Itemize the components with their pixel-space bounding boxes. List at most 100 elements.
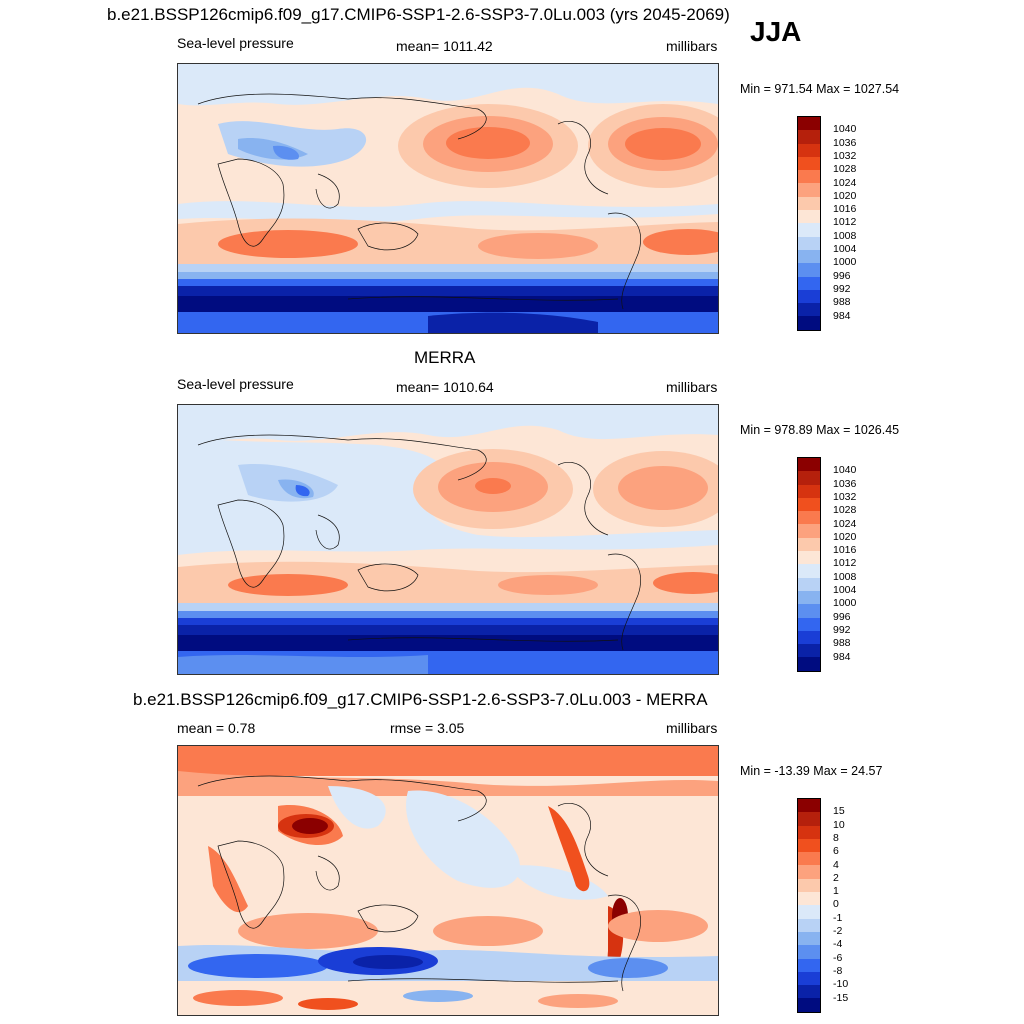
colorbar-swatch <box>798 458 820 472</box>
colorbar-swatch <box>798 878 820 893</box>
colorbar-tick-label: -1 <box>833 911 843 924</box>
colorbar-swatch <box>798 117 820 131</box>
colorbar-swatch <box>798 484 820 498</box>
panel-model-colorbar <box>797 116 821 331</box>
colorbar-swatch <box>798 303 820 317</box>
colorbar-tick-label: 1000 <box>833 256 857 269</box>
colorbar-tick-label: 1032 <box>833 149 857 162</box>
colorbar-tick-label: 1032 <box>833 490 857 503</box>
colorbar-tick-label: 0 <box>833 898 839 911</box>
colorbar-tick-label: 992 <box>833 623 851 636</box>
colorbar-tick-label: 1008 <box>833 229 857 242</box>
panel-obs-variable: Sea-level pressure <box>177 376 294 392</box>
colorbar-swatch <box>798 630 820 645</box>
colorbar-swatch <box>798 471 820 485</box>
colorbar-swatch <box>798 223 820 237</box>
colorbar-swatch <box>798 905 820 919</box>
colorbar-tick-label: 1004 <box>833 243 857 255</box>
panel-diff-colorbar <box>797 798 821 1013</box>
colorbar-swatch <box>798 564 820 578</box>
panel-model-map <box>177 63 719 334</box>
colorbar-swatch <box>798 825 820 839</box>
colorbar-swatch <box>798 838 820 853</box>
colorbar-tick-label: 984 <box>833 309 851 322</box>
colorbar-swatch <box>798 931 820 946</box>
colorbar-tick-label: 10 <box>833 818 845 831</box>
colorbar-swatch <box>798 210 820 224</box>
colorbar-swatch <box>798 551 820 565</box>
panel-obs-map <box>177 404 719 675</box>
colorbar-swatch <box>798 958 820 972</box>
colorbar-swatch <box>798 156 820 171</box>
colorbar-tick-label: 1036 <box>833 136 857 149</box>
colorbar-tick-label: -6 <box>833 951 843 964</box>
panel-model-minmax: Min = 971.54 Max = 1027.54 <box>740 82 900 96</box>
colorbar-swatch <box>798 644 820 658</box>
colorbar-tick-label: -2 <box>833 925 843 937</box>
colorbar-swatch <box>798 945 820 959</box>
panel-model-colorbar-box <box>797 116 821 331</box>
panel-obs-mean: mean= 1010.64 <box>396 379 494 395</box>
panel-diff-map <box>177 745 719 1016</box>
colorbar-swatch <box>798 276 820 290</box>
colorbar-swatch <box>798 799 820 813</box>
panel-obs-title: MERRA <box>414 348 476 367</box>
colorbar-tick-label: 1028 <box>833 163 857 176</box>
colorbar-tick-label: -8 <box>833 964 843 977</box>
colorbar-tick-label: 992 <box>833 282 851 295</box>
colorbar-swatch <box>798 852 820 866</box>
colorbar-swatch <box>798 130 820 144</box>
colorbar-tick-label: 1036 <box>833 477 857 490</box>
colorbar-swatch <box>798 511 820 525</box>
colorbar-tick-label: 1012 <box>833 557 857 570</box>
colorbar-tick-label: 1000 <box>833 597 857 610</box>
colorbar-tick-label: -4 <box>833 938 843 951</box>
colorbar-swatch <box>798 170 820 184</box>
colorbar-tick-label: 1020 <box>833 189 857 202</box>
colorbar-tick-label: 1020 <box>833 530 857 543</box>
colorbar-tick-label: 1016 <box>833 544 857 557</box>
colorbar-tick-label: -10 <box>833 978 849 991</box>
colorbar-swatch <box>798 918 820 932</box>
colorbar-swatch <box>798 577 820 591</box>
panel-obs-colorbar <box>797 457 821 672</box>
colorbar-swatch <box>798 812 820 826</box>
colorbar-tick-label: 15 <box>833 805 845 818</box>
colorbar-swatch <box>798 497 820 512</box>
figure-title: b.e21.BSSP126cmip6.f09_g17.CMIP6-SSP1-2.… <box>107 5 730 24</box>
panel-obs-units: millibars <box>666 379 718 395</box>
panel-diff-minmax: Min = -13.39 Max = 24.57 <box>740 764 883 778</box>
colorbar-swatch <box>798 998 820 1012</box>
colorbar-swatch <box>798 316 820 330</box>
colorbar-swatch <box>798 183 820 197</box>
colorbar-swatch <box>798 892 820 906</box>
panel-diff-rmse: rmse = 3.05 <box>390 720 465 736</box>
colorbar-tick-label: 8 <box>833 831 839 844</box>
colorbar-tick-label: 996 <box>833 269 851 282</box>
panel-model-mean: mean= 1011.42 <box>396 38 493 54</box>
colorbar-swatch <box>798 196 820 211</box>
colorbar-tick-label: 1008 <box>833 570 857 583</box>
colorbar-tick-label: 1024 <box>833 176 857 189</box>
colorbar-tick-label: 1012 <box>833 216 857 229</box>
colorbar-tick-label: 1024 <box>833 517 857 530</box>
colorbar-tick-label: 1004 <box>833 584 857 596</box>
panel-model-units: millibars <box>666 38 718 54</box>
colorbar-swatch <box>798 985 820 999</box>
colorbar-swatch <box>798 657 820 671</box>
colorbar-tick-label: 4 <box>833 858 839 871</box>
colorbar-tick-label: 988 <box>833 637 851 650</box>
panel-diff-colorbar-box <box>797 798 821 1013</box>
colorbar-swatch <box>798 590 820 605</box>
colorbar-tick-label: 6 <box>833 845 839 858</box>
colorbar-tick-label: -15 <box>833 991 849 1004</box>
colorbar-swatch <box>798 249 820 264</box>
colorbar-tick-label: 996 <box>833 610 851 623</box>
colorbar-tick-label: 1016 <box>833 203 857 216</box>
colorbar-swatch <box>798 524 820 538</box>
colorbar-tick-label: 984 <box>833 650 851 663</box>
colorbar-swatch <box>798 537 820 552</box>
colorbar-swatch <box>798 289 820 304</box>
colorbar-tick-label: 988 <box>833 296 851 309</box>
colorbar-swatch <box>798 143 820 157</box>
